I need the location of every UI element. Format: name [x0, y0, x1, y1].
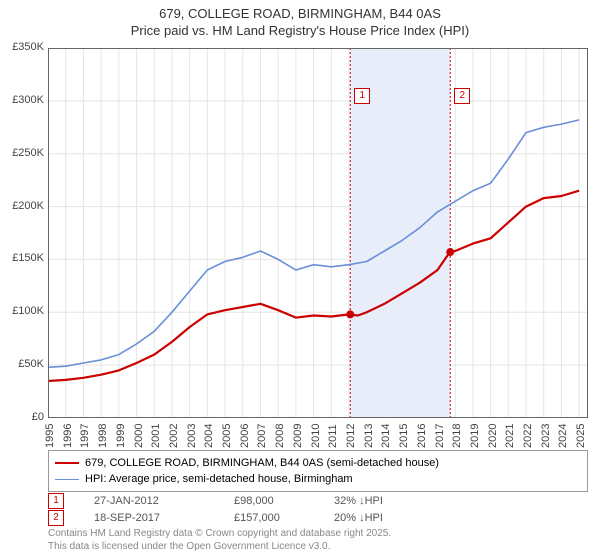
transaction-delta: 20%HPI — [334, 512, 434, 524]
attribution: Contains HM Land Registry data © Crown c… — [48, 528, 391, 553]
legend-swatch — [55, 479, 79, 480]
x-axis-tick-label: 2008 — [274, 424, 286, 448]
y-axis-tick-label: £150K — [0, 252, 44, 264]
x-axis-tick-label: 2022 — [522, 424, 534, 448]
x-axis-tick-label: 2007 — [256, 424, 268, 448]
x-axis-tick-label: 2020 — [487, 424, 499, 448]
attribution-line: This data is licensed under the Open Gov… — [48, 541, 391, 554]
x-axis-tick-label: 2002 — [168, 424, 180, 448]
legend: 679, COLLEGE ROAD, BIRMINGHAM, B44 0AS (… — [48, 450, 588, 492]
vertical-marker-label: 2 — [454, 88, 470, 104]
transaction-price: £157,000 — [234, 512, 334, 524]
x-axis-tick-label: 1998 — [97, 424, 109, 448]
y-axis-tick-label: £0 — [0, 411, 44, 423]
x-axis-tick-label: 1995 — [44, 424, 56, 448]
transaction-date: 27-JAN-2012 — [94, 495, 234, 507]
transaction-row: 2 18-SEP-2017 £157,000 20%HPI — [48, 509, 434, 526]
chart-title-block: 679, COLLEGE ROAD, BIRMINGHAM, B44 0AS P… — [0, 0, 600, 40]
y-axis-tick-label: £100K — [0, 305, 44, 317]
x-axis-tick-label: 2003 — [186, 424, 198, 448]
legend-swatch — [55, 462, 79, 464]
x-axis-tick-label: 2015 — [398, 424, 410, 448]
x-axis-tick-label: 2019 — [469, 424, 481, 448]
marker-badge: 1 — [48, 493, 64, 509]
legend-item-hpi: HPI: Average price, semi-detached house,… — [55, 471, 581, 487]
x-axis-tick-label: 2004 — [203, 424, 215, 448]
legend-label: HPI: Average price, semi-detached house,… — [85, 473, 353, 485]
transaction-price: £98,000 — [234, 495, 334, 507]
legend-label: 679, COLLEGE ROAD, BIRMINGHAM, B44 0AS (… — [85, 457, 439, 469]
x-axis-tick-label: 2009 — [292, 424, 304, 448]
chart-title-address: 679, COLLEGE ROAD, BIRMINGHAM, B44 0AS — [0, 6, 600, 23]
legend-item-price-paid: 679, COLLEGE ROAD, BIRMINGHAM, B44 0AS (… — [55, 455, 581, 471]
x-axis-tick-label: 2013 — [363, 424, 375, 448]
x-axis-tick-label: 2021 — [504, 424, 516, 448]
x-axis-tick-label: 2000 — [133, 424, 145, 448]
y-axis-tick-label: £300K — [0, 94, 44, 106]
x-axis-tick-label: 2025 — [575, 424, 587, 448]
y-axis-tick-label: £200K — [0, 200, 44, 212]
x-axis-tick-label: 2012 — [345, 424, 357, 448]
transaction-delta: 32%HPI — [334, 495, 434, 507]
x-axis-tick-label: 1997 — [79, 424, 91, 448]
x-axis-tick-label: 2018 — [451, 424, 463, 448]
x-axis-tick-label: 2023 — [540, 424, 552, 448]
x-axis-tick-label: 2001 — [150, 424, 162, 448]
marker-badge: 2 — [48, 510, 64, 526]
x-axis-tick-label: 2024 — [557, 424, 569, 448]
x-axis-tick-label: 2011 — [327, 424, 339, 448]
transaction-row: 1 27-JAN-2012 £98,000 32%HPI — [48, 492, 434, 509]
x-axis-tick-label: 2005 — [221, 424, 233, 448]
x-axis-tick-label: 2010 — [310, 424, 322, 448]
x-axis-tick-label: 1996 — [62, 424, 74, 448]
y-axis-tick-label: £250K — [0, 147, 44, 159]
transaction-table: 1 27-JAN-2012 £98,000 32%HPI 2 18-SEP-20… — [48, 492, 434, 526]
x-axis-tick-label: 1999 — [115, 424, 127, 448]
x-axis-tick-label: 2016 — [416, 424, 428, 448]
line-chart — [48, 48, 588, 418]
vertical-marker-label: 1 — [354, 88, 370, 104]
x-axis-tick-label: 2014 — [380, 424, 392, 448]
y-axis-tick-label: £350K — [0, 41, 44, 53]
transaction-date: 18-SEP-2017 — [94, 512, 234, 524]
x-axis-tick-label: 2006 — [239, 424, 251, 448]
attribution-line: Contains HM Land Registry data © Crown c… — [48, 528, 391, 541]
chart-title-sub: Price paid vs. HM Land Registry's House … — [0, 23, 600, 40]
x-axis-tick-label: 2017 — [434, 424, 446, 448]
y-axis-tick-label: £50K — [0, 358, 44, 370]
